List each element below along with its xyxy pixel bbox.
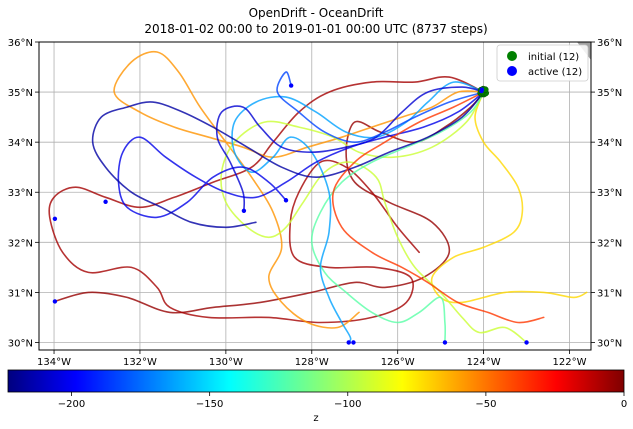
colorbar-tick-label: −50: [475, 399, 496, 410]
legend-box: [496, 44, 589, 82]
x-tick-label: 130°W: [209, 357, 243, 368]
trajectory-12: [331, 91, 545, 324]
y-tick-label-left: 35°N: [8, 88, 33, 99]
x-tick-label: 128°W: [295, 357, 329, 368]
active-point: [288, 83, 294, 88]
active-point: [283, 198, 289, 203]
x-tick-label: 126°W: [381, 357, 415, 368]
trajectory-8: [215, 86, 485, 212]
y-tick-label-left: 31°N: [8, 288, 33, 299]
legend-initial-label: initial (12): [528, 52, 579, 63]
trajectories: [48, 50, 588, 344]
y-tick-label-right: 36°N: [597, 38, 622, 49]
y-tick-label-left: 32°N: [8, 238, 33, 249]
active-point: [479, 87, 485, 92]
x-axis-bottom: 134°W 132°W 130°W 128°W 126°W 124°W 122°W: [37, 350, 587, 368]
y-tick-label-left: 33°N: [8, 188, 33, 199]
legend: initial (12) active (12): [496, 44, 589, 82]
legend-initial-marker: [507, 51, 517, 61]
active-markers: [52, 83, 529, 345]
y-tick-label-left: 36°N: [8, 38, 33, 49]
trajectory-2: [48, 75, 485, 324]
chart-title: OpenDrift - OceanDrift: [249, 6, 384, 20]
legend-active-label: active (12): [528, 67, 582, 78]
y-axis-left: 30°N 31°N 32°N 33°N 34°N 35°N 36°N: [8, 38, 39, 349]
y-tick-label-right: 34°N: [597, 138, 622, 149]
active-point: [52, 299, 58, 304]
colorbar-ticks: −200 −150 −100 −50 0: [58, 392, 627, 410]
legend-active-marker: [507, 66, 517, 76]
y-tick-label-right: 31°N: [597, 288, 622, 299]
y-tick-label-right: 33°N: [597, 188, 622, 199]
trajectory-4: [430, 91, 588, 304]
x-tick-label: 132°W: [123, 357, 157, 368]
plot-frame: [38, 41, 592, 351]
chart-subtitle: 2018-01-02 00:00 to 2019-01-01 00:00 UTC…: [144, 22, 487, 36]
y-tick-label-right: 35°N: [597, 88, 622, 99]
trajectory-10: [117, 91, 485, 219]
active-point: [346, 340, 351, 345]
colorbar-label: z: [313, 413, 318, 424]
colorbar: −200 −150 −100 −50 0 z: [7, 369, 627, 424]
trajectory-6: [310, 91, 485, 344]
colorbar-tick-label: 0: [621, 399, 627, 410]
colorbar-tick-label: −200: [58, 399, 85, 410]
y-tick-label-left: 30°N: [8, 338, 33, 349]
x-tick-label: 134°W: [37, 357, 71, 368]
y-axis-right: 30°N 31°N 32°N 33°N 34°N 35°N 36°N: [591, 38, 622, 349]
y-tick-label-right: 32°N: [597, 238, 622, 249]
y-tick-label-right: 30°N: [597, 338, 622, 349]
grid: [39, 41, 591, 350]
trajectory-11: [91, 91, 485, 229]
trajectory-9: [276, 71, 485, 143]
active-point: [241, 208, 247, 213]
x-tick-label: 122°W: [553, 357, 587, 368]
colorbar-tick-label: −100: [334, 399, 361, 410]
trajectory-3: [113, 50, 485, 329]
active-point: [351, 340, 356, 345]
trajectory-7: [231, 81, 485, 344]
active-point: [442, 340, 448, 345]
active-point: [103, 199, 108, 204]
y-tick-label-left: 34°N: [8, 138, 33, 149]
colorbar-gradient: [7, 369, 625, 393]
x-tick-label: 124°W: [467, 357, 501, 368]
active-point: [524, 340, 529, 345]
colorbar-tick-label: −150: [196, 399, 223, 410]
active-point: [52, 216, 58, 221]
